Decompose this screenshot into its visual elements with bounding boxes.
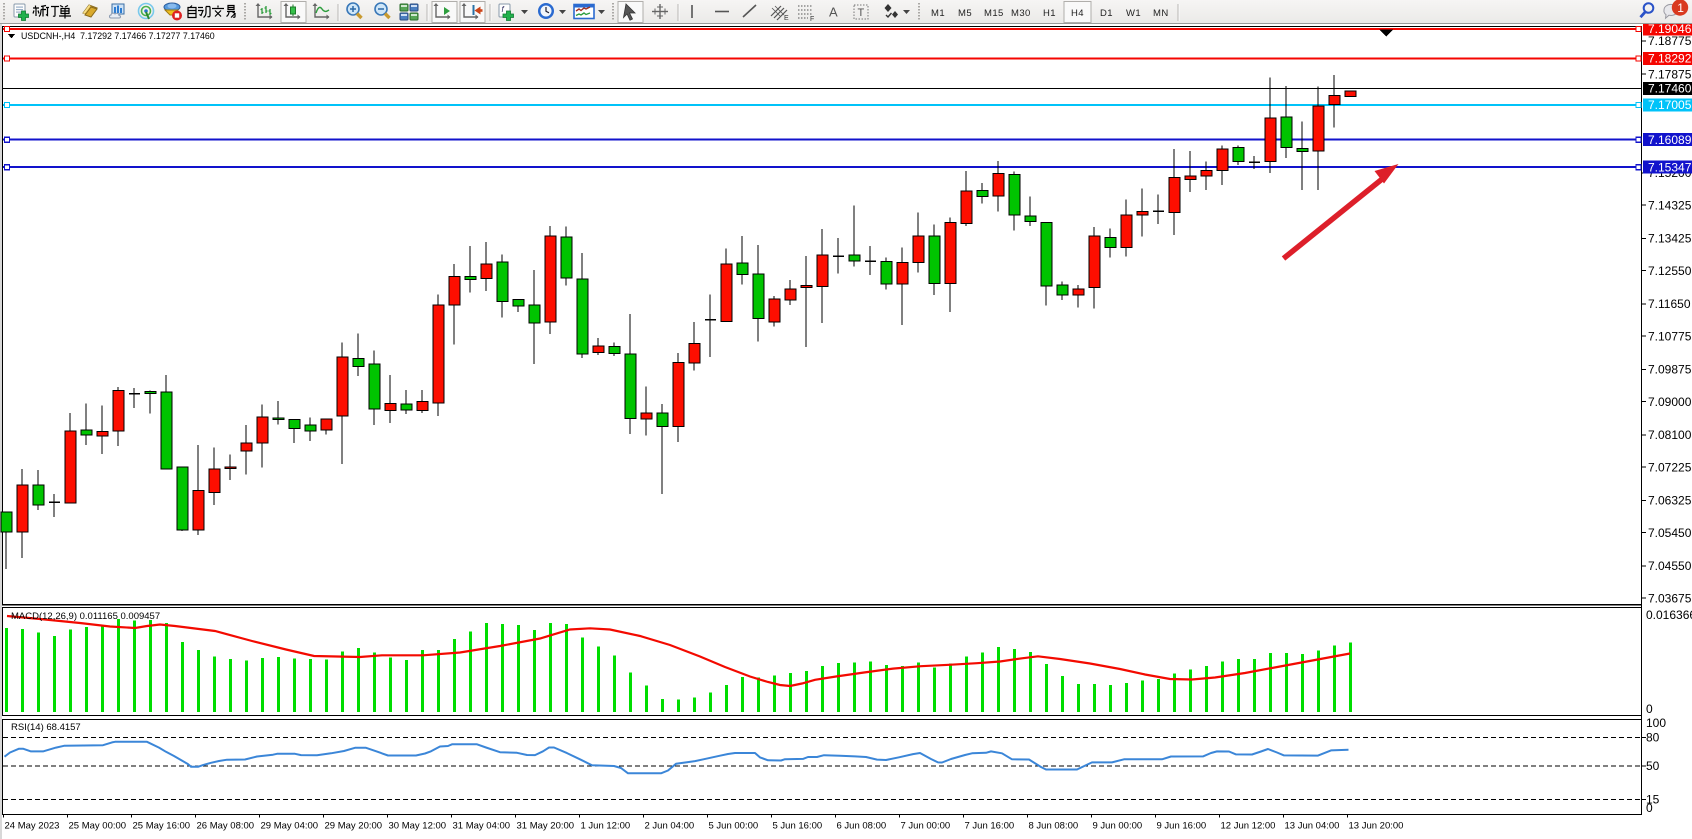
- svg-text:7 Jun 00:00: 7 Jun 00:00: [901, 821, 951, 832]
- svg-text:H4: H4: [1071, 8, 1084, 19]
- svg-text:7.10775: 7.10775: [1648, 329, 1692, 343]
- svg-text:W1: W1: [1126, 8, 1141, 19]
- svg-text:7.15347: 7.15347: [1648, 160, 1692, 174]
- svg-text:MACD(12,26,9) 0.011165 0.00945: MACD(12,26,9) 0.011165 0.009457: [11, 611, 160, 622]
- svg-text:1 Jun 12:00: 1 Jun 12:00: [581, 821, 631, 832]
- svg-text:M1: M1: [931, 8, 945, 19]
- svg-text:7.05450: 7.05450: [1648, 526, 1692, 540]
- svg-text:f: f: [502, 5, 505, 14]
- svg-text:13 Jun 04:00: 13 Jun 04:00: [1285, 821, 1340, 832]
- svg-text:D1: D1: [1100, 8, 1113, 19]
- svg-text:50: 50: [1646, 759, 1660, 773]
- svg-text:7.06325: 7.06325: [1648, 494, 1692, 508]
- svg-text:9 Jun 00:00: 9 Jun 00:00: [1093, 821, 1143, 832]
- svg-text:7.19046: 7.19046: [1648, 22, 1692, 36]
- svg-text:7.16089: 7.16089: [1648, 133, 1692, 147]
- svg-text:7.03675: 7.03675: [1648, 591, 1692, 605]
- svg-text:5 Jun 00:00: 5 Jun 00:00: [709, 821, 759, 832]
- svg-text:25 May 16:00: 25 May 16:00: [133, 821, 191, 832]
- svg-text:F: F: [810, 16, 814, 23]
- svg-text:H1: H1: [1043, 8, 1056, 19]
- svg-text:7.11650: 7.11650: [1648, 297, 1691, 311]
- svg-text:7.09875: 7.09875: [1648, 363, 1692, 377]
- svg-text:100: 100: [1646, 716, 1666, 730]
- svg-text:13 Jun 20:00: 13 Jun 20:00: [1349, 821, 1404, 832]
- svg-text:7.18292: 7.18292: [1648, 52, 1692, 66]
- svg-text:M30: M30: [1011, 8, 1031, 19]
- svg-text:0: 0: [1646, 801, 1653, 815]
- svg-text:7.07225: 7.07225: [1648, 460, 1692, 474]
- svg-text:7.12550: 7.12550: [1648, 264, 1692, 278]
- svg-text:MN: MN: [1153, 8, 1169, 19]
- svg-text:9 Jun 16:00: 9 Jun 16:00: [1157, 821, 1207, 832]
- svg-text:12 Jun 12:00: 12 Jun 12:00: [1221, 821, 1276, 832]
- svg-text:15: 15: [1646, 793, 1660, 807]
- svg-text:6 Jun 08:00: 6 Jun 08:00: [837, 821, 887, 832]
- svg-text:5 Jun 16:00: 5 Jun 16:00: [773, 821, 823, 832]
- svg-text:7.14325: 7.14325: [1648, 198, 1692, 212]
- svg-text:7.08100: 7.08100: [1648, 428, 1692, 442]
- svg-text:24 May 2023: 24 May 2023: [5, 821, 60, 832]
- svg-text:M5: M5: [958, 8, 972, 19]
- svg-text:29 May 04:00: 29 May 04:00: [261, 821, 319, 832]
- svg-text:31 May 04:00: 31 May 04:00: [453, 821, 511, 832]
- svg-text:7.13425: 7.13425: [1648, 232, 1692, 246]
- svg-text:E: E: [784, 15, 789, 22]
- svg-text:80: 80: [1646, 731, 1660, 745]
- svg-text:0: 0: [1646, 702, 1653, 716]
- svg-text:7 Jun 16:00: 7 Jun 16:00: [965, 821, 1015, 832]
- svg-text:2 Jun 04:00: 2 Jun 04:00: [645, 821, 695, 832]
- svg-text:29 May 20:00: 29 May 20:00: [325, 821, 383, 832]
- svg-text:A: A: [829, 5, 838, 20]
- svg-text:25 May 00:00: 25 May 00:00: [69, 821, 127, 832]
- svg-text:7.17005: 7.17005: [1648, 98, 1692, 112]
- svg-text:1: 1: [1677, 1, 1684, 15]
- svg-text:M15: M15: [984, 8, 1004, 19]
- svg-text:0.016366: 0.016366: [1646, 608, 1692, 622]
- svg-text:30 May 12:00: 30 May 12:00: [389, 821, 447, 832]
- svg-text:8 Jun 08:00: 8 Jun 08:00: [1029, 821, 1079, 832]
- svg-text:T: T: [858, 7, 865, 19]
- svg-text:7.17875: 7.17875: [1648, 67, 1692, 81]
- svg-text:RSI(14) 68.4157: RSI(14) 68.4157: [11, 722, 81, 733]
- svg-text:USDCNH-,H4 7.17292 7.17466 7.: USDCNH-,H4 7.17292 7.17466 7.17277 7.174…: [21, 31, 215, 41]
- svg-text:7.17460: 7.17460: [1648, 82, 1692, 96]
- svg-text:31 May 20:00: 31 May 20:00: [517, 821, 575, 832]
- svg-text:26 May 08:00: 26 May 08:00: [197, 821, 255, 832]
- svg-text:7.04550: 7.04550: [1648, 559, 1692, 573]
- svg-text:7.18775: 7.18775: [1648, 34, 1692, 48]
- svg-text:7.09000: 7.09000: [1648, 395, 1692, 409]
